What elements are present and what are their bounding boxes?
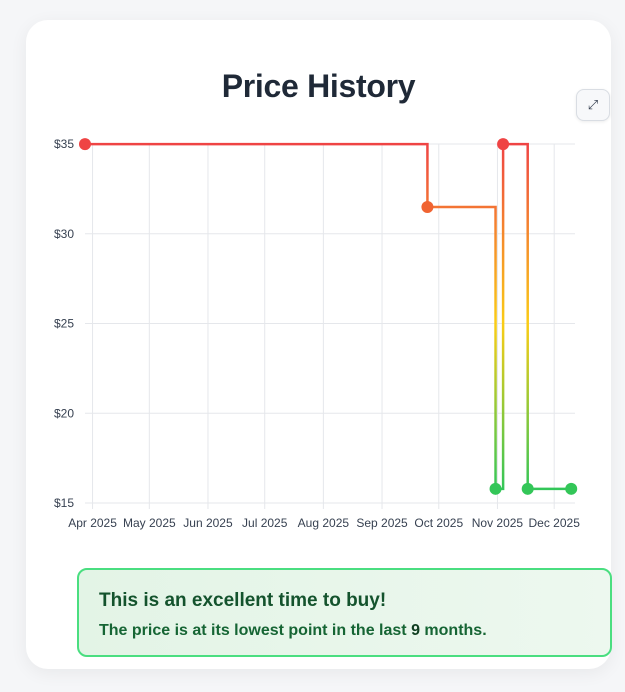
expand-icon: ⤢ bbox=[587, 97, 599, 112]
price-point bbox=[521, 482, 534, 495]
y-tick-label: $30 bbox=[54, 227, 74, 241]
price-line bbox=[85, 142, 572, 491]
price-point bbox=[565, 482, 578, 495]
banner-months: 9 bbox=[411, 622, 420, 639]
y-tick-label: $25 bbox=[54, 317, 74, 331]
x-tick-label: Nov 2025 bbox=[472, 516, 524, 530]
price-point bbox=[79, 138, 91, 151]
banner-message-start: The price is at its lowest point in the … bbox=[99, 622, 412, 639]
x-tick-label: May 2025 bbox=[123, 516, 176, 530]
banner-message: The price is at its lowest point in the … bbox=[99, 622, 487, 640]
price-point bbox=[497, 138, 510, 151]
expand-button[interactable]: ⤢ bbox=[576, 89, 610, 121]
price-point bbox=[489, 482, 502, 495]
x-tick-label: Oct 2025 bbox=[414, 516, 463, 530]
x-tick-label: Aug 2025 bbox=[298, 516, 350, 530]
page-title: Price History bbox=[221, 68, 416, 104]
banner-message-end: months. bbox=[419, 622, 487, 639]
price-history-card: Price History ⤢ This is an excellent tim… bbox=[26, 20, 612, 669]
x-tick-label: Sep 2025 bbox=[356, 516, 408, 530]
x-tick-label: Apr 2025 bbox=[68, 516, 117, 530]
banner-headline: This is an excellent time to buy! bbox=[99, 590, 387, 611]
y-tick-label: $20 bbox=[54, 406, 74, 420]
y-tick-label: $15 bbox=[54, 496, 74, 510]
price-point bbox=[421, 201, 434, 214]
buy-recommendation-banner: This is an excellent time to buy! The pr… bbox=[77, 568, 612, 657]
x-tick-label: Jul 2025 bbox=[242, 516, 288, 530]
x-tick-label: Jun 2025 bbox=[183, 516, 233, 530]
x-tick-label: Dec 2025 bbox=[529, 516, 581, 530]
y-tick-label: $35 bbox=[54, 137, 74, 151]
